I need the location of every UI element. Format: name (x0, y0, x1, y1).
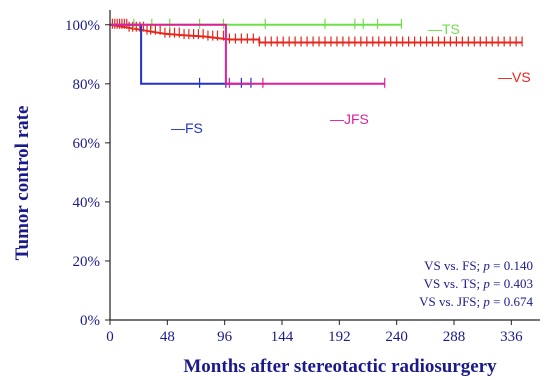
x-tick-label: 192 (328, 329, 351, 345)
series-jfs (110, 23, 386, 88)
p-value-annotations: VS vs. FS; p = 0.140 VS vs. TS; p = 0.403… (419, 258, 533, 309)
x-tick-label: 288 (443, 329, 466, 345)
series-line-jfs (110, 23, 385, 85)
series-label-ts: —TS (428, 21, 460, 37)
y-tick-label: 20% (73, 254, 101, 270)
series-ts (110, 18, 403, 29)
x-tick-label: 240 (385, 329, 408, 345)
axes: 0 48 96 144 192 240 288 336 0% 20% 40% 60% 80% 100% (65, 10, 540, 345)
p-value-annotation: VS vs. JFS; p = 0.674 (419, 294, 533, 309)
p-value-annotation: VS vs. FS; p = 0.140 (424, 258, 533, 273)
y-axis-title: Tumor control rate (12, 106, 33, 261)
series-line-vs (109, 23, 523, 44)
x-tick-label: 336 (500, 329, 523, 345)
y-tick-label: 100% (65, 18, 100, 34)
y-tick-label: 0% (80, 313, 100, 329)
y-tick-label: 40% (73, 195, 101, 211)
p-value-annotation: VS vs. TS; p = 0.403 (424, 276, 533, 291)
x-tick-label: 144 (271, 329, 294, 345)
series-label-fs: —FS (171, 120, 203, 136)
y-tick-label: 80% (73, 77, 101, 93)
x-tick-label: 96 (217, 329, 233, 345)
plot-area: —VS —TS —FS —JFS (109, 18, 531, 136)
x-tick-label: 48 (160, 329, 175, 345)
x-tick-label: 0 (106, 329, 114, 345)
series-label-jfs: —JFS (330, 111, 369, 127)
x-axis-title: Months after stereotactic radiosurgery (183, 356, 497, 377)
y-tick-label: 60% (73, 136, 101, 152)
series-label-vs: —VS (498, 69, 531, 85)
series-vs (109, 18, 523, 47)
